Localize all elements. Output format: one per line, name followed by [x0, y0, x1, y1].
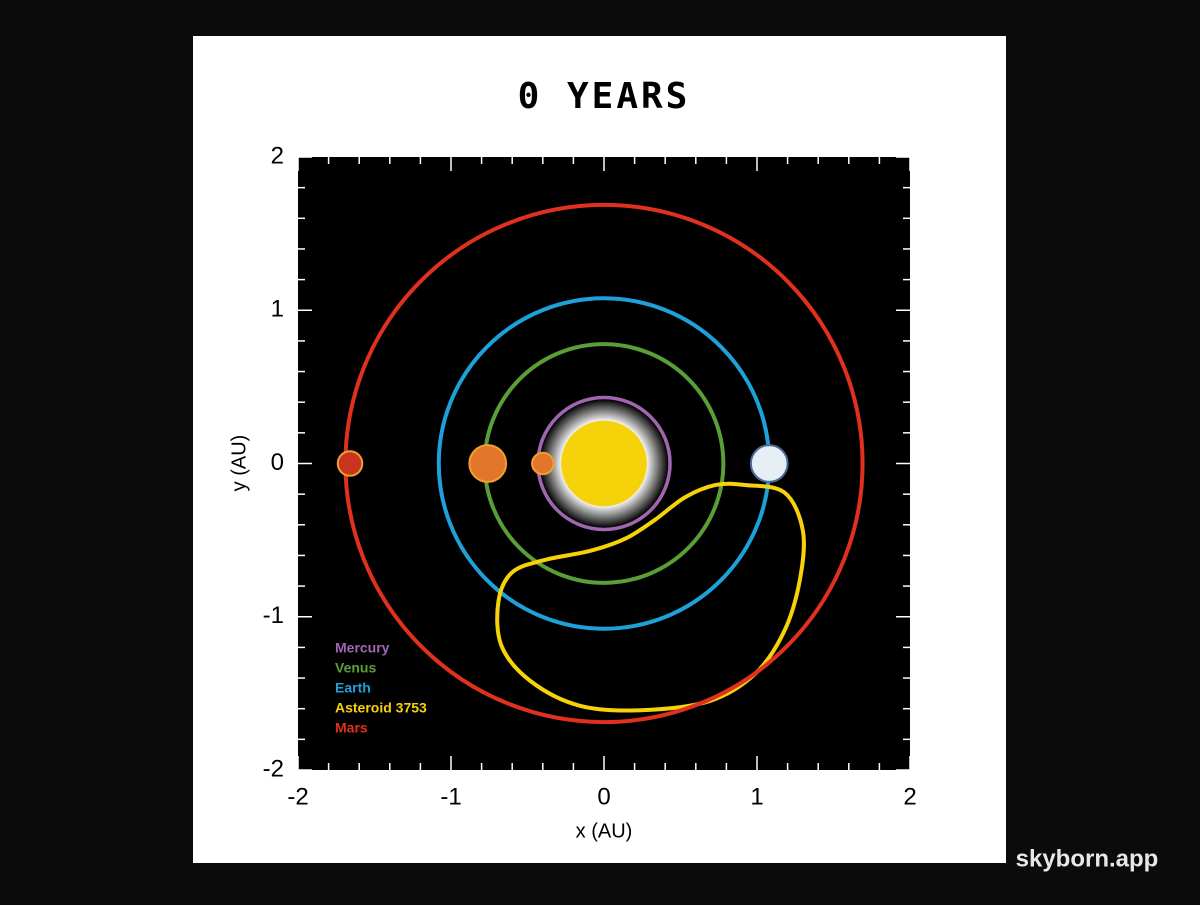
planet: [749, 444, 789, 483]
y-tick-label: -2: [263, 755, 284, 782]
legend-entry: Mars: [335, 720, 368, 736]
y-axis-label: y (AU): [228, 435, 250, 492]
y-tick-label: 0: [271, 449, 284, 476]
asteroid-path: [495, 481, 806, 713]
legend-entry: Earth: [335, 680, 371, 696]
x-tick-label: -1: [440, 783, 461, 810]
y-tick-label: 2: [271, 142, 284, 169]
chart-title: 0 YEARS: [518, 76, 691, 117]
sun: [561, 420, 647, 507]
x-tick-label: -2: [287, 783, 308, 810]
x-tick-label: 0: [597, 783, 610, 810]
legend-entry: Venus: [335, 660, 376, 676]
planet: [468, 444, 508, 483]
watermark: skyborn.app: [1016, 845, 1159, 872]
x-tick-label: 1: [750, 783, 763, 810]
y-tick-label: 1: [271, 296, 284, 323]
legend-entry: Asteroid 3753: [335, 700, 427, 716]
y-tick-label: -1: [263, 602, 284, 629]
legend-entry: Mercury: [335, 640, 390, 656]
planet: [531, 451, 555, 476]
planet: [336, 450, 364, 477]
x-axis-label: x (AU): [576, 820, 633, 842]
x-tick-label: 2: [903, 783, 916, 810]
